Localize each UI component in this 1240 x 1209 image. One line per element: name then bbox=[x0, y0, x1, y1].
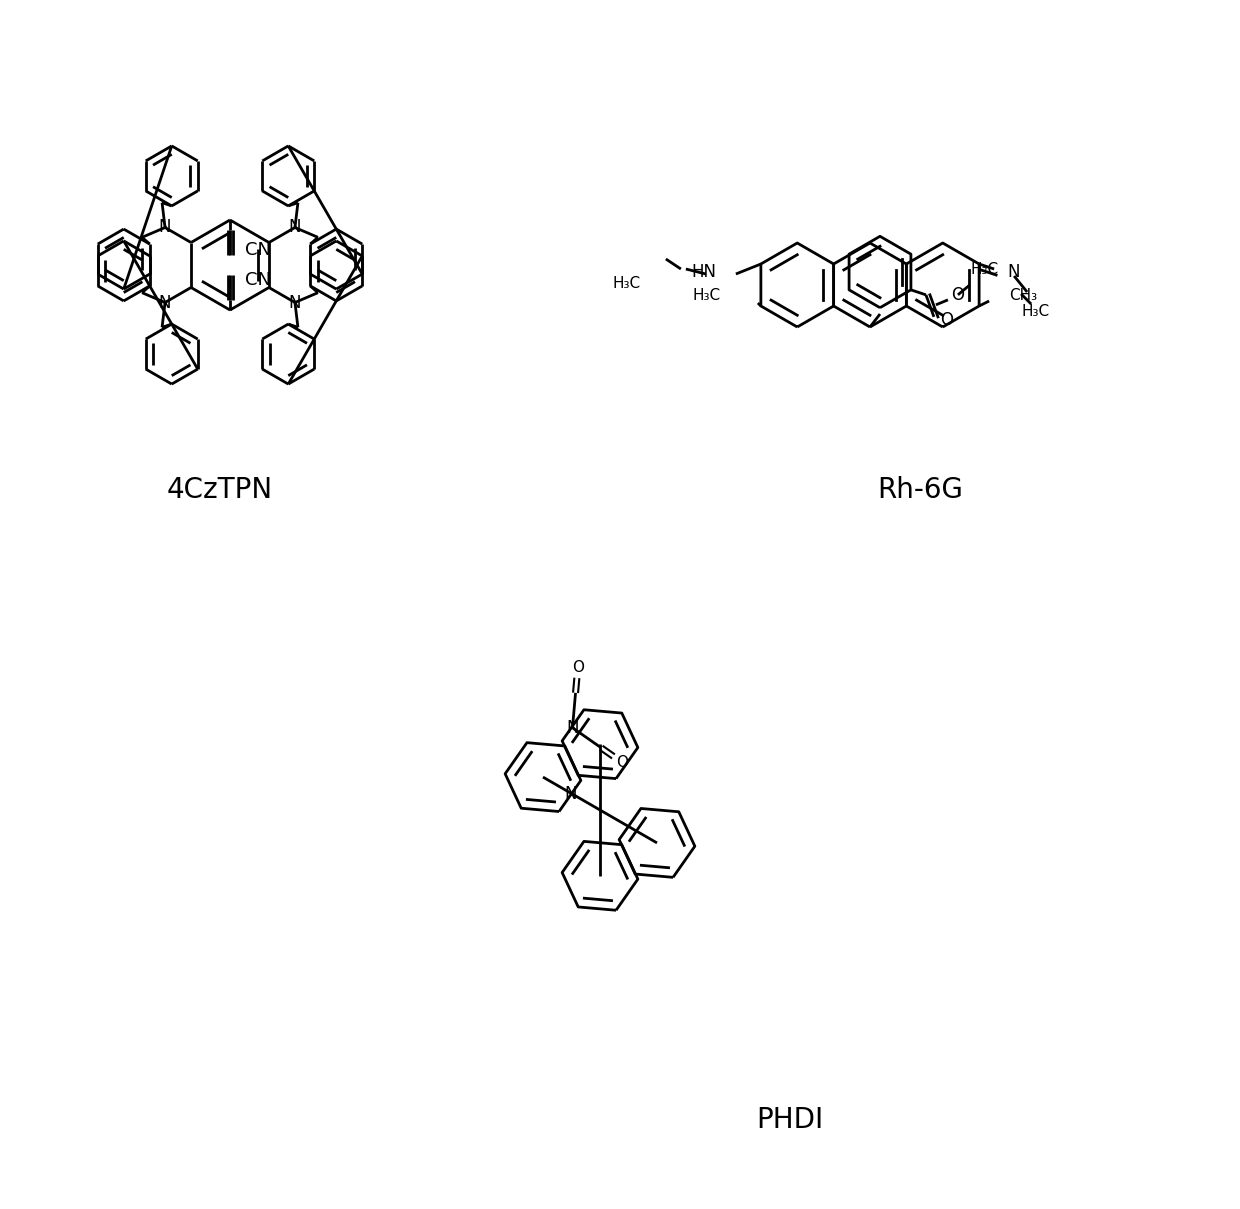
Text: 4CzTPN: 4CzTPN bbox=[167, 476, 273, 504]
Text: H₃C: H₃C bbox=[613, 277, 641, 291]
Text: N: N bbox=[159, 219, 171, 237]
Text: N: N bbox=[567, 718, 579, 736]
Text: H₃C: H₃C bbox=[1021, 305, 1049, 319]
Text: CN: CN bbox=[246, 241, 272, 259]
Text: N: N bbox=[289, 219, 301, 237]
Text: PHDI: PHDI bbox=[756, 1106, 823, 1134]
Text: CN: CN bbox=[246, 271, 272, 289]
Text: O: O bbox=[951, 285, 963, 303]
Text: CH₃: CH₃ bbox=[1009, 289, 1037, 303]
Text: O: O bbox=[940, 311, 952, 329]
Text: Rh-6G: Rh-6G bbox=[877, 476, 963, 504]
Text: N: N bbox=[564, 785, 577, 803]
Text: O: O bbox=[572, 660, 584, 676]
Text: H₃C: H₃C bbox=[693, 289, 720, 303]
Text: N: N bbox=[1007, 264, 1019, 280]
Text: O: O bbox=[615, 754, 627, 770]
Text: N: N bbox=[289, 294, 301, 312]
Text: HN: HN bbox=[691, 264, 715, 280]
Text: H₃C: H₃C bbox=[971, 262, 999, 277]
Text: N: N bbox=[159, 294, 171, 312]
